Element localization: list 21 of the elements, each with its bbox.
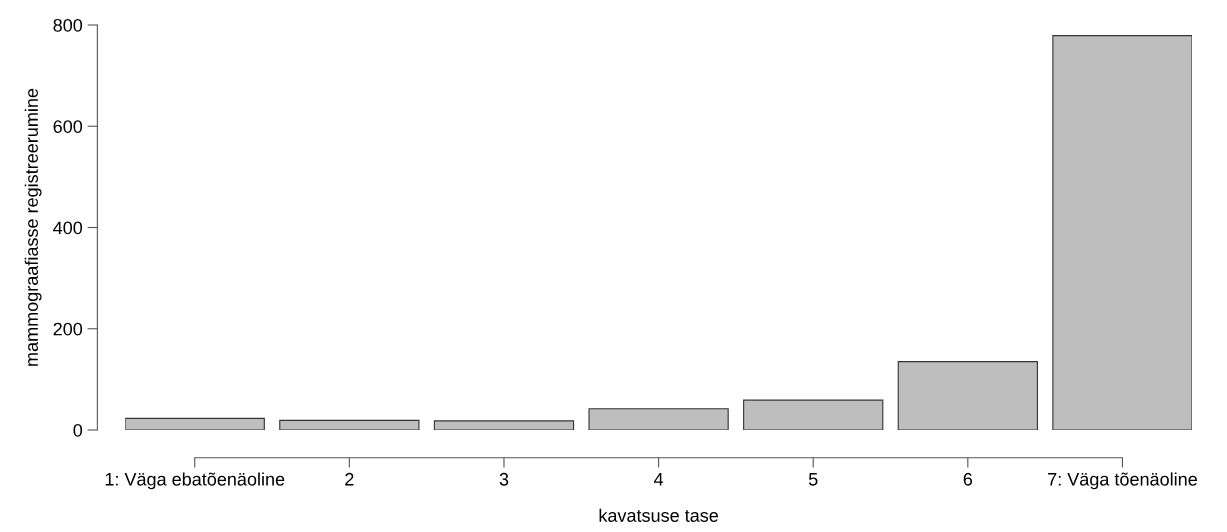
x-tick-label: 4 (653, 473, 664, 486)
bar (1052, 35, 1193, 431)
bar (897, 361, 1038, 431)
y-tick-label: 0 (73, 423, 83, 437)
bar (279, 419, 420, 431)
y-tick-label: 600 (53, 120, 83, 133)
x-tick-label: 1: Väga ebatõenäoline (105, 472, 285, 490)
x-axis-title: kavatsuse tase (599, 508, 719, 522)
y-tick-label: 200 (53, 322, 83, 336)
x-tick-label: 2 (345, 472, 354, 486)
bar (588, 408, 729, 431)
x-tick-label: 7: Väga tõenäoline (1048, 472, 1197, 490)
bar (125, 417, 265, 431)
x-tick-label: 6 (963, 472, 973, 486)
x-tick-label: 3 (499, 472, 509, 486)
bar (743, 399, 884, 431)
bar (433, 420, 575, 431)
y-tick-label: 800 (53, 18, 83, 32)
x-tick-label: 5 (808, 473, 818, 486)
y-tick-label: 400 (53, 221, 83, 235)
y-axis-title: mammograafiasse registreerumine (24, 88, 42, 366)
